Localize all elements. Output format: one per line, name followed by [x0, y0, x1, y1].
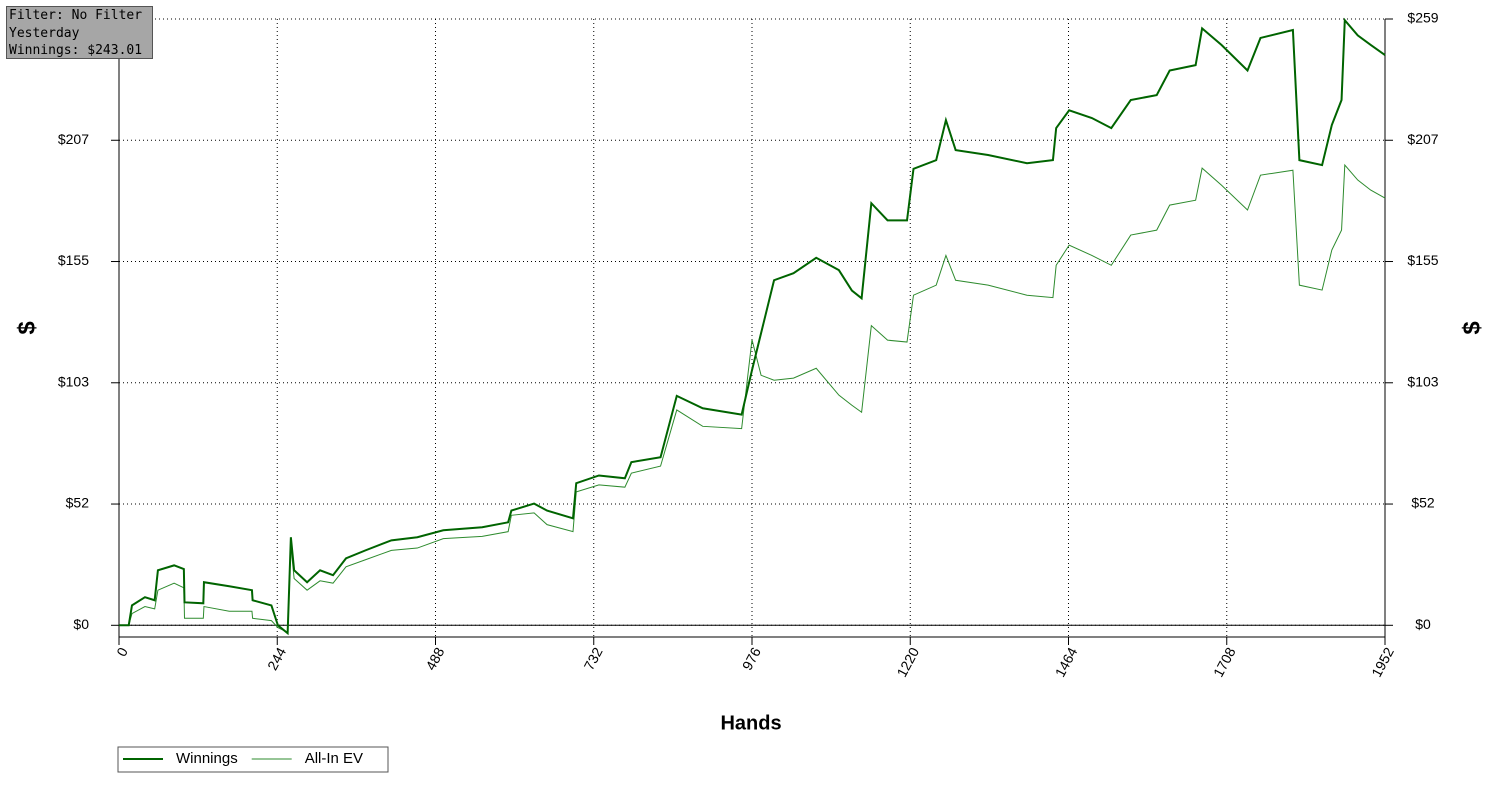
y-axis-title: $ [13, 321, 40, 335]
y2-tick-label: $155 [1407, 252, 1438, 268]
y2-tick-label: $0 [1415, 616, 1431, 632]
series-line [119, 17, 1386, 636]
info-box: Filter: No Filter Yesterday Winnings: $2… [6, 6, 153, 59]
legend-label: Winnings [176, 750, 238, 767]
x-tick-label: 1952 [1368, 644, 1397, 679]
series-line [119, 163, 1386, 634]
y2-tick-label: $103 [1407, 373, 1438, 389]
y-tick-label: $0 [73, 616, 89, 632]
legend-label: All-In EV [305, 750, 363, 767]
info-line: Winnings: $243.01 [9, 43, 143, 58]
y2-tick-label: $259 [1407, 10, 1438, 26]
y-tick-label: $155 [58, 252, 89, 268]
y-tick-label: $207 [58, 131, 89, 147]
x-tick-label: 244 [264, 644, 289, 672]
x-tick-label: 488 [422, 644, 447, 672]
y-tick-label: $52 [66, 495, 90, 511]
y2-tick-label: $52 [1411, 495, 1435, 511]
x-tick-label: 0 [113, 644, 131, 659]
y-tick-label: $103 [58, 373, 89, 389]
y2-tick-label: $207 [1407, 131, 1438, 147]
x-tick-label: 976 [739, 644, 764, 672]
y2-axis-title: $ [1458, 321, 1485, 335]
x-tick-label: 732 [581, 644, 606, 672]
info-line: Filter: No Filter [9, 8, 143, 23]
info-line: Yesterday [9, 25, 80, 41]
x-axis-title: Hands [720, 712, 781, 734]
x-tick-label: 1708 [1210, 644, 1239, 679]
x-tick-label: 1464 [1052, 644, 1081, 679]
x-tick-label: 1220 [893, 644, 922, 679]
